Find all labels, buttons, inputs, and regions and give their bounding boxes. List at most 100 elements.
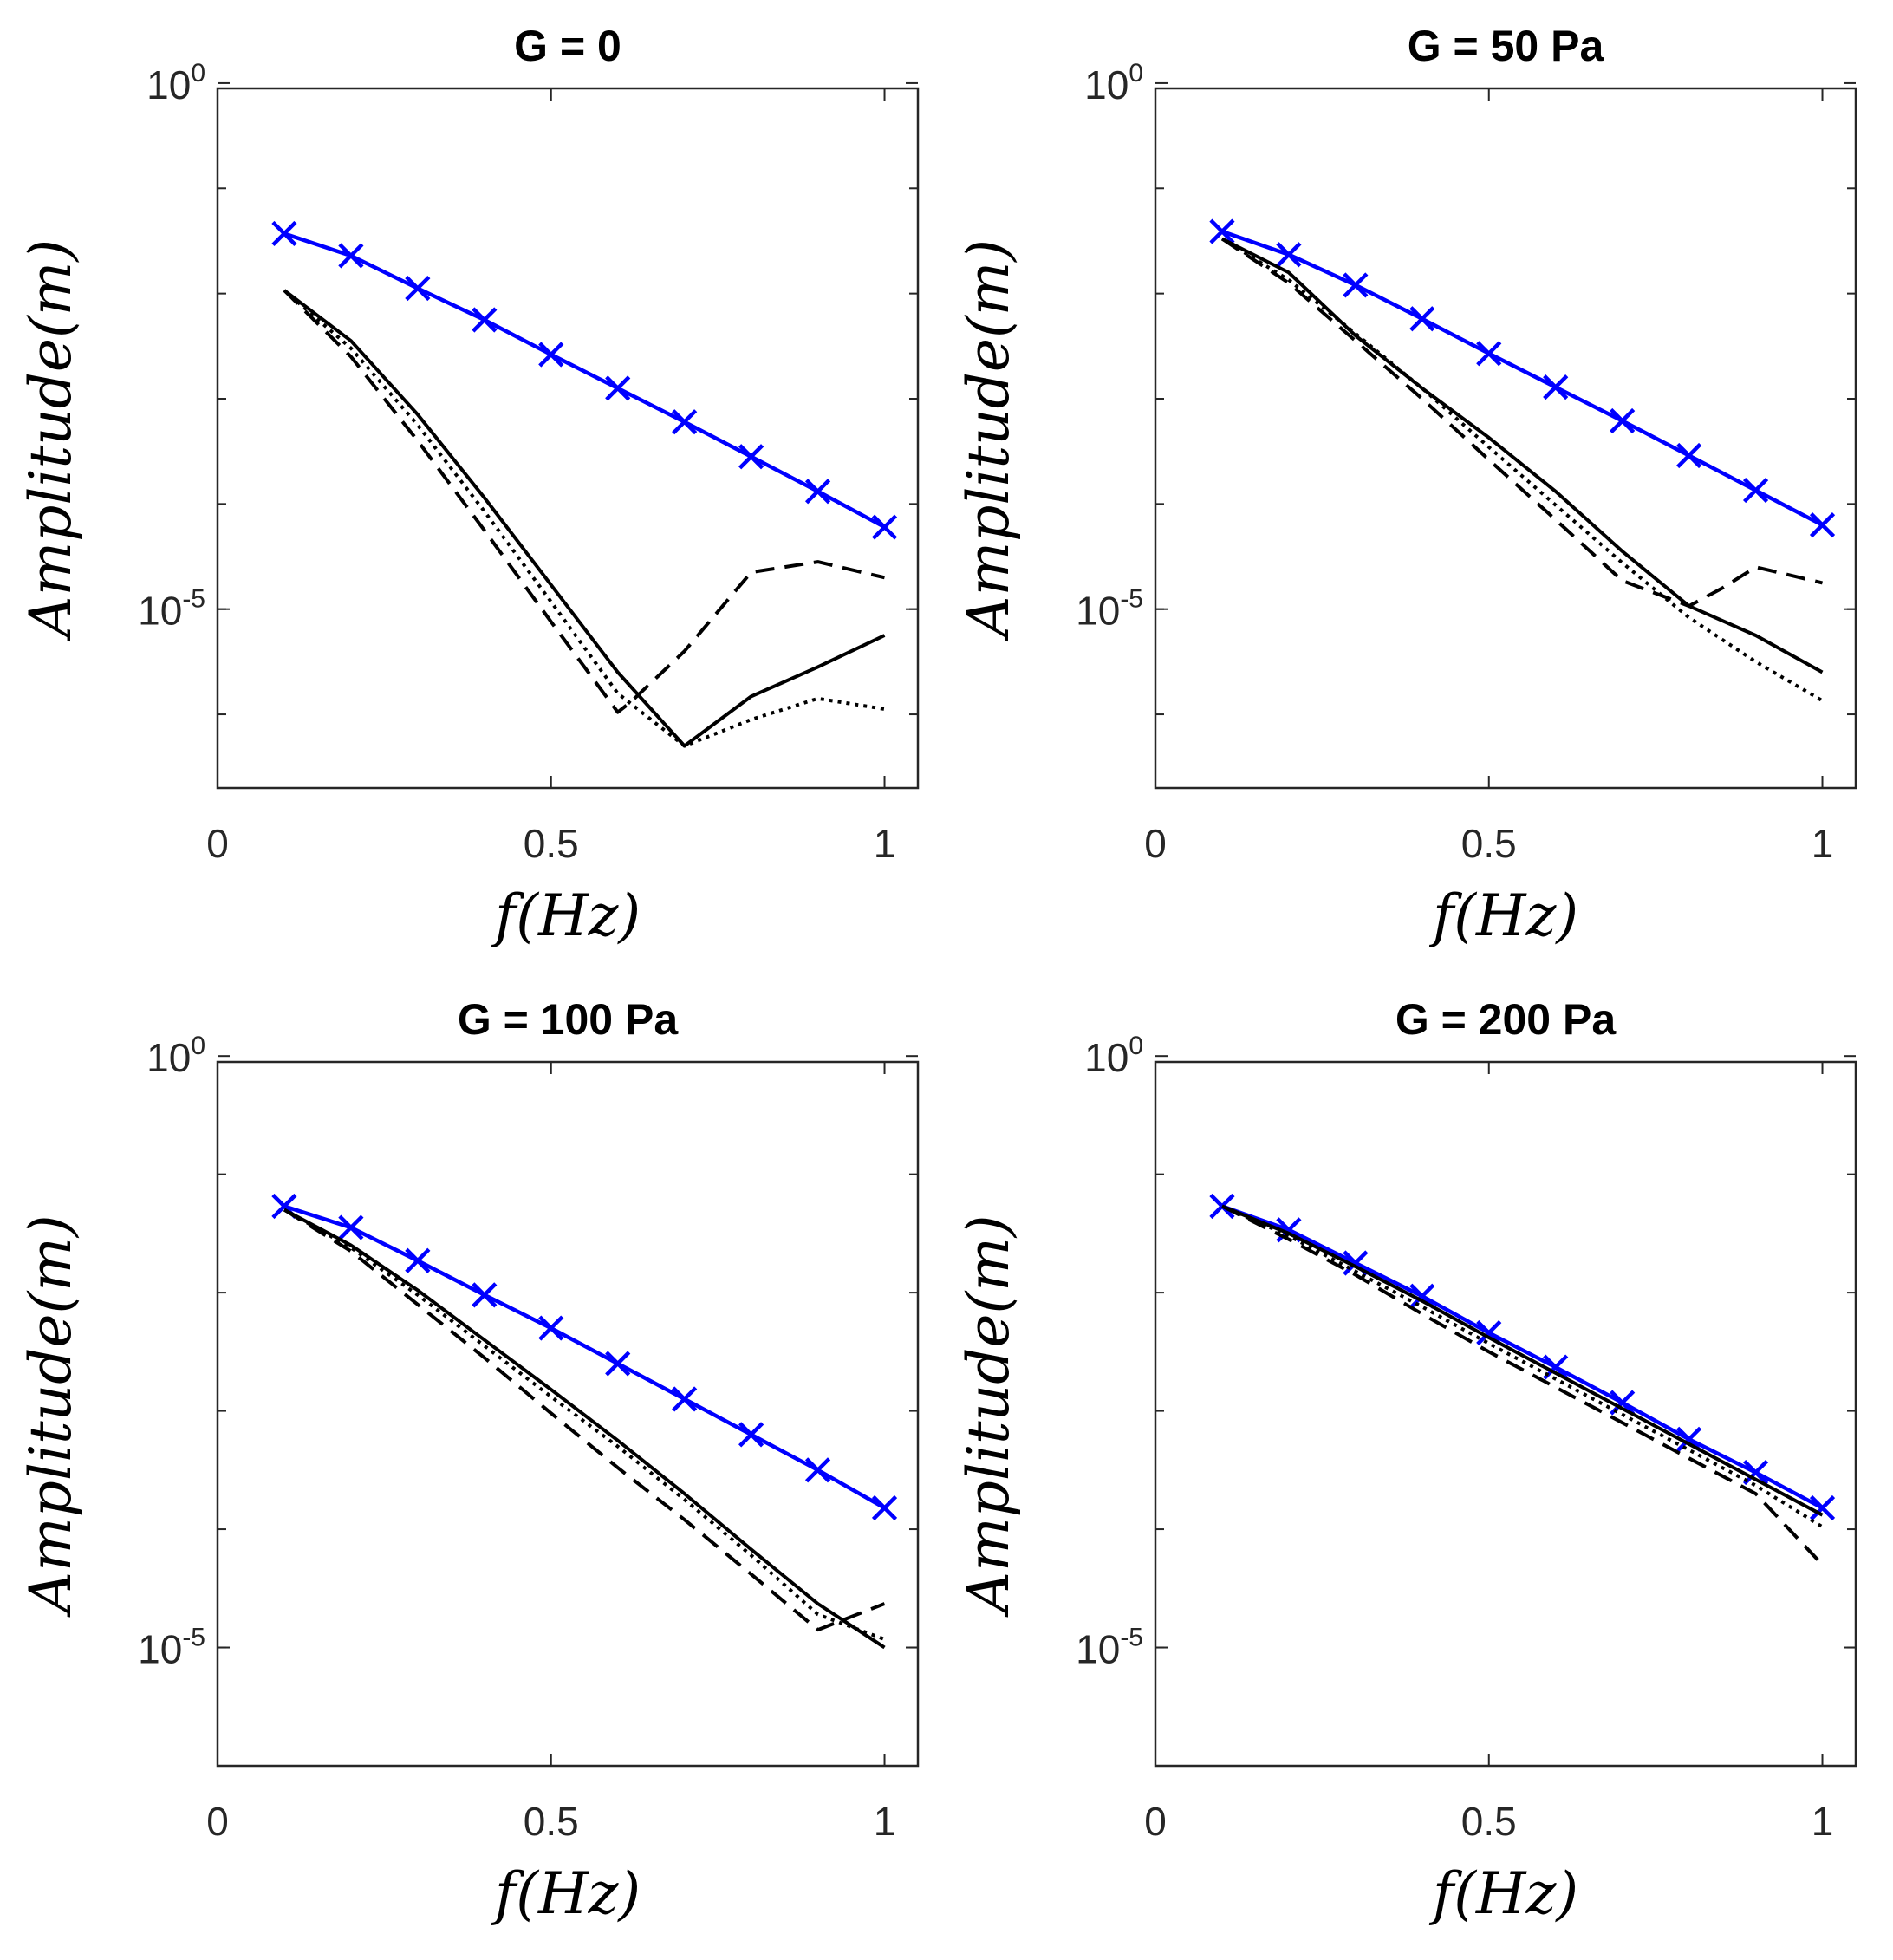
data-point-marker [1276, 242, 1302, 268]
x-tick-label: 0 [1144, 1799, 1167, 1844]
x-tick-label: 0 [1144, 821, 1167, 866]
x-tick-label: 1 [1812, 1799, 1834, 1844]
x-tick-label: 0.5 [524, 1799, 579, 1844]
y-tick-base: 10 [146, 1035, 191, 1080]
data-point-marker [738, 444, 764, 470]
panel-title: G = 100 Pa [458, 995, 680, 1044]
y-axis-label: Amplitude(m) [955, 1214, 1022, 1618]
series-line-dashed [283, 289, 885, 714]
data-point-marker [472, 1282, 498, 1308]
data-point-marker [804, 479, 831, 505]
series-line-solid [1221, 1204, 1824, 1517]
series-line-dotted [1221, 1204, 1824, 1528]
series-line-dashed [283, 1208, 886, 1632]
x-axis-label: f(Hz) [491, 882, 641, 949]
x-tick-label: 0.5 [1461, 821, 1517, 866]
series-line-dotted [1220, 237, 1824, 703]
y-tick-label: 10-5 [1076, 585, 1143, 634]
series-line-solid [1221, 237, 1824, 674]
x-axis-label: f(Hz) [1428, 882, 1578, 949]
data-point-marker [1610, 407, 1636, 434]
y-tick-exponent: -5 [1120, 585, 1143, 614]
y-tick-base: 10 [1084, 62, 1129, 107]
y-tick-base: 10 [1084, 1035, 1129, 1080]
y-tick-base: 10 [1076, 1627, 1120, 1672]
data-point-marker [871, 1494, 898, 1521]
y-tick-label: 10-5 [138, 585, 205, 634]
y-axis-label: Amplitude(m) [955, 239, 1022, 642]
data-point-marker [338, 1214, 364, 1240]
y-tick-base: 10 [138, 1627, 182, 1672]
y-tick-exponent: -5 [182, 585, 205, 614]
x-axis-label: f(Hz) [1428, 1860, 1578, 1927]
series-line-dashed [1221, 1204, 1824, 1566]
series-line-blue-x [1221, 1204, 1824, 1510]
panel-title: G = 0 [514, 22, 621, 70]
data-point-marker [538, 342, 564, 368]
data-point-marker [1742, 477, 1769, 504]
data-point-marker [738, 1422, 764, 1448]
x-tick-label: 0 [206, 821, 229, 866]
y-tick-label: 10-5 [1076, 1624, 1143, 1672]
y-tick-base: 10 [138, 589, 182, 634]
data-point-marker [1809, 1494, 1836, 1521]
plot-frame [1154, 87, 1857, 790]
y-tick-exponent: 0 [1129, 59, 1143, 88]
y-tick-label: 100 [146, 59, 205, 107]
data-point-marker [405, 1247, 431, 1273]
y-tick-base: 10 [146, 62, 191, 107]
data-point-marker [1742, 1459, 1769, 1486]
series-line-blue-x [283, 231, 886, 529]
panel-title: G = 200 Pa [1395, 995, 1617, 1044]
x-tick-label: 1 [1812, 821, 1834, 866]
y-tick-exponent: 0 [1129, 1032, 1143, 1060]
data-point-marker [338, 243, 364, 269]
y-tick-base: 10 [1076, 589, 1120, 634]
y-tick-exponent: -5 [1120, 1624, 1143, 1652]
plot-frame [1154, 1060, 1857, 1768]
y-tick-exponent: 0 [191, 59, 205, 88]
data-point-marker [405, 275, 431, 302]
data-point-marker [472, 307, 498, 333]
series-line-dashed [1220, 237, 1823, 609]
panel-title: G = 50 Pa [1408, 22, 1605, 70]
data-point-marker [271, 220, 297, 247]
series-line-dotted [283, 289, 885, 748]
x-tick-label: 0.5 [1461, 1799, 1517, 1844]
data-point-marker [1809, 512, 1836, 538]
data-point-marker [605, 375, 631, 401]
x-tick-label: 1 [874, 1799, 896, 1844]
x-tick-label: 0.5 [524, 821, 579, 866]
series-line-dotted [283, 1208, 886, 1641]
series-line-solid [283, 289, 886, 748]
x-tick-label: 1 [874, 821, 896, 866]
data-point-marker [804, 1457, 831, 1483]
series-line-blue-x [283, 1204, 886, 1510]
x-tick-label: 0 [206, 1799, 229, 1844]
data-point-marker [672, 409, 698, 435]
data-point-marker [1409, 306, 1435, 332]
y-tick-exponent: 0 [191, 1032, 205, 1060]
y-tick-label: 100 [146, 1032, 205, 1080]
plot-frame [216, 1060, 920, 1768]
data-point-marker [1476, 341, 1502, 367]
plot-frame [216, 87, 920, 790]
y-axis-label: Amplitude(m) [17, 1214, 84, 1618]
y-tick-label: 100 [1084, 59, 1143, 107]
y-tick-label: 100 [1084, 1032, 1143, 1080]
data-point-marker [1209, 1193, 1235, 1220]
y-tick-label: 10-5 [138, 1624, 205, 1672]
y-axis-label: Amplitude(m) [17, 239, 84, 642]
data-point-marker [1543, 374, 1569, 400]
data-point-marker [1209, 218, 1235, 244]
data-point-marker [871, 514, 898, 540]
x-axis-label: f(Hz) [491, 1860, 641, 1927]
data-point-marker [538, 1315, 564, 1341]
series-line-blue-x [1221, 229, 1824, 527]
data-point-marker [1343, 272, 1369, 298]
